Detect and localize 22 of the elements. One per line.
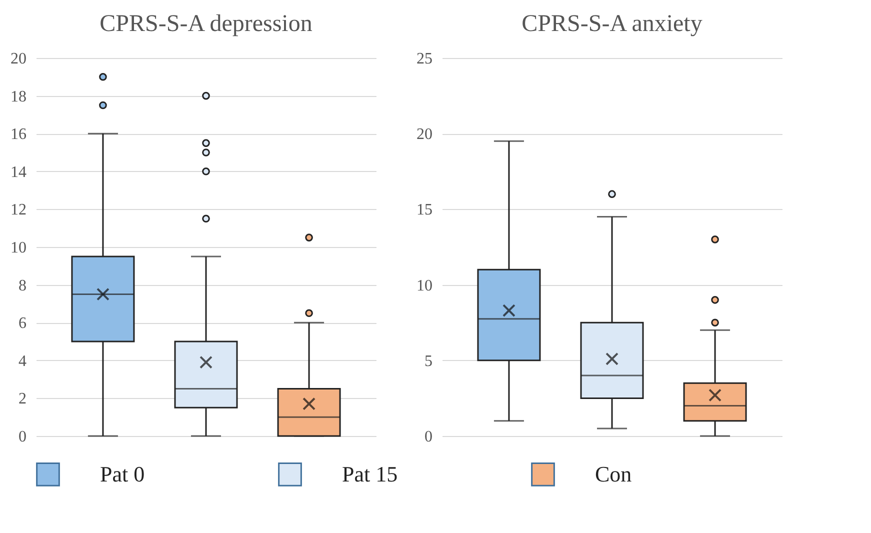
y-tick-label: 2	[18, 390, 26, 408]
y-tick-label: 6	[18, 315, 26, 332]
y-tick-label: 4	[18, 352, 26, 370]
y-tick-label: 5	[424, 352, 432, 370]
y-tick-label: 12	[10, 202, 26, 219]
y-tick-label: 0	[18, 428, 26, 446]
legend-label: Con	[595, 461, 632, 486]
chart-title: CPRS-S-A depression	[100, 11, 312, 37]
y-tick-label: 25	[416, 50, 432, 68]
y-tick-label: 8	[18, 277, 26, 294]
chart-title: CPRS-S-A anxiety	[522, 11, 702, 37]
y-tick-label: 16	[10, 126, 26, 144]
legend-label: Pat 0	[100, 461, 145, 486]
y-tick-label: 10	[10, 240, 26, 256]
y-tick-label: 15	[416, 202, 432, 219]
y-tick-label: 18	[10, 88, 26, 106]
y-tick-label: 0	[424, 428, 432, 446]
legend-label: Pat 15	[342, 461, 398, 486]
y-tick-label: 20	[416, 126, 432, 144]
y-tick-label: 10	[416, 277, 432, 294]
y-tick-label: 20	[10, 50, 26, 68]
y-tick-label: 14	[10, 164, 26, 181]
